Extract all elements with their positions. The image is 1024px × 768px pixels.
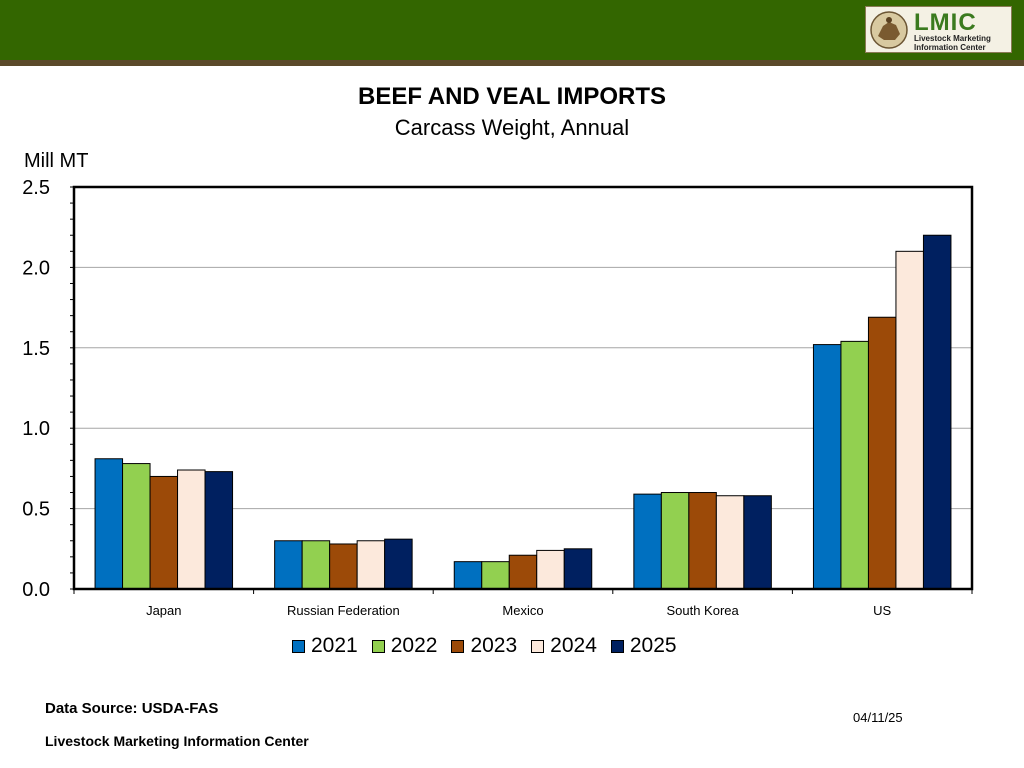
chart-title: BEEF AND VEAL IMPORTS (357, 83, 667, 110)
lmic-logo: LMIC Livestock Marketing Information Cen… (865, 6, 1012, 53)
bar-2025 (563, 548, 593, 590)
y-tick-label: 0.0 (22, 579, 50, 601)
legend-label: 2022 (390, 634, 438, 657)
bar-2022 (301, 540, 331, 590)
data-source: Data Source: USDA-FAS (45, 700, 219, 717)
bar-2022 (660, 492, 690, 590)
legend-swatch (531, 639, 545, 653)
legend-label: 2025 (629, 634, 677, 657)
bar-2025 (204, 471, 234, 590)
bar-2021 (453, 561, 483, 590)
bar-2022 (122, 463, 151, 590)
y-tick-label: 1.5 (22, 338, 50, 360)
bar-2023 (508, 554, 538, 590)
header-bar (0, 0, 1024, 60)
y-tick-label: 1.0 (22, 418, 50, 440)
legend-item-2025: 2025 (610, 634, 677, 658)
x-tick-label: Russian Federation (287, 603, 400, 618)
report-date: 04/11/25 (853, 710, 903, 725)
bar-2021 (812, 344, 842, 590)
plot-frame (72, 185, 974, 591)
bar-2021 (94, 458, 124, 590)
x-tick-label: Mexico (502, 603, 543, 618)
bar-2025 (743, 495, 772, 590)
legend-swatch (451, 639, 465, 653)
legend-item-2022: 2022 (371, 634, 438, 658)
legend-swatch (371, 639, 385, 653)
chart-subtitle: Carcass Weight, Annual (394, 115, 630, 140)
bar-2023 (149, 475, 179, 590)
legend-swatch (610, 639, 624, 653)
bar-2023 (867, 316, 897, 590)
bar-chart: 0.0 0.5 1.0 1.5 2.0 2.5 Japan Russian Federatio… (22, 177, 974, 618)
chart-legend: 2021 2022 2023 2024 2025 (292, 632, 691, 660)
bar-2024 (356, 540, 386, 590)
x-tick-label: Japan (146, 603, 181, 618)
bar-2021 (274, 540, 303, 590)
bar-2025 (922, 234, 952, 590)
y-tick-label: 2.5 (22, 177, 50, 199)
x-tick-label: US (873, 603, 891, 618)
bar-2025 (384, 538, 413, 590)
y-tick-label: 2.0 (22, 257, 50, 279)
legend-swatch (292, 639, 305, 653)
bar-2024 (177, 469, 206, 590)
legend-label: 2021 (311, 634, 358, 657)
legend-item-2023: 2023 (451, 634, 517, 658)
logo-text: LMIC (914, 9, 977, 36)
cattle-emblem-icon (870, 11, 908, 49)
bar-2023 (329, 543, 358, 590)
bar-2024 (536, 549, 565, 590)
bar-2024 (715, 495, 745, 590)
y-axis-unit-label: Mill MT (24, 150, 89, 172)
legend-item-2024: 2024 (531, 634, 597, 658)
legend-item-2021: 2021 (292, 634, 358, 658)
bar-2024 (895, 250, 924, 590)
bar-2023 (688, 492, 717, 590)
y-tick-label: 0.5 (22, 499, 50, 521)
bar-2022 (481, 561, 510, 590)
legend-label: 2023 (470, 634, 518, 657)
organization-name: Livestock Marketing Information Center (45, 733, 309, 749)
bar-2021 (633, 493, 662, 590)
bar-2022 (840, 340, 869, 590)
logo-subtitle: Livestock Marketing Information Center (914, 34, 991, 52)
x-tick-label: South Korea (666, 603, 739, 618)
legend-label: 2024 (550, 634, 597, 657)
header-divider (0, 60, 1024, 66)
